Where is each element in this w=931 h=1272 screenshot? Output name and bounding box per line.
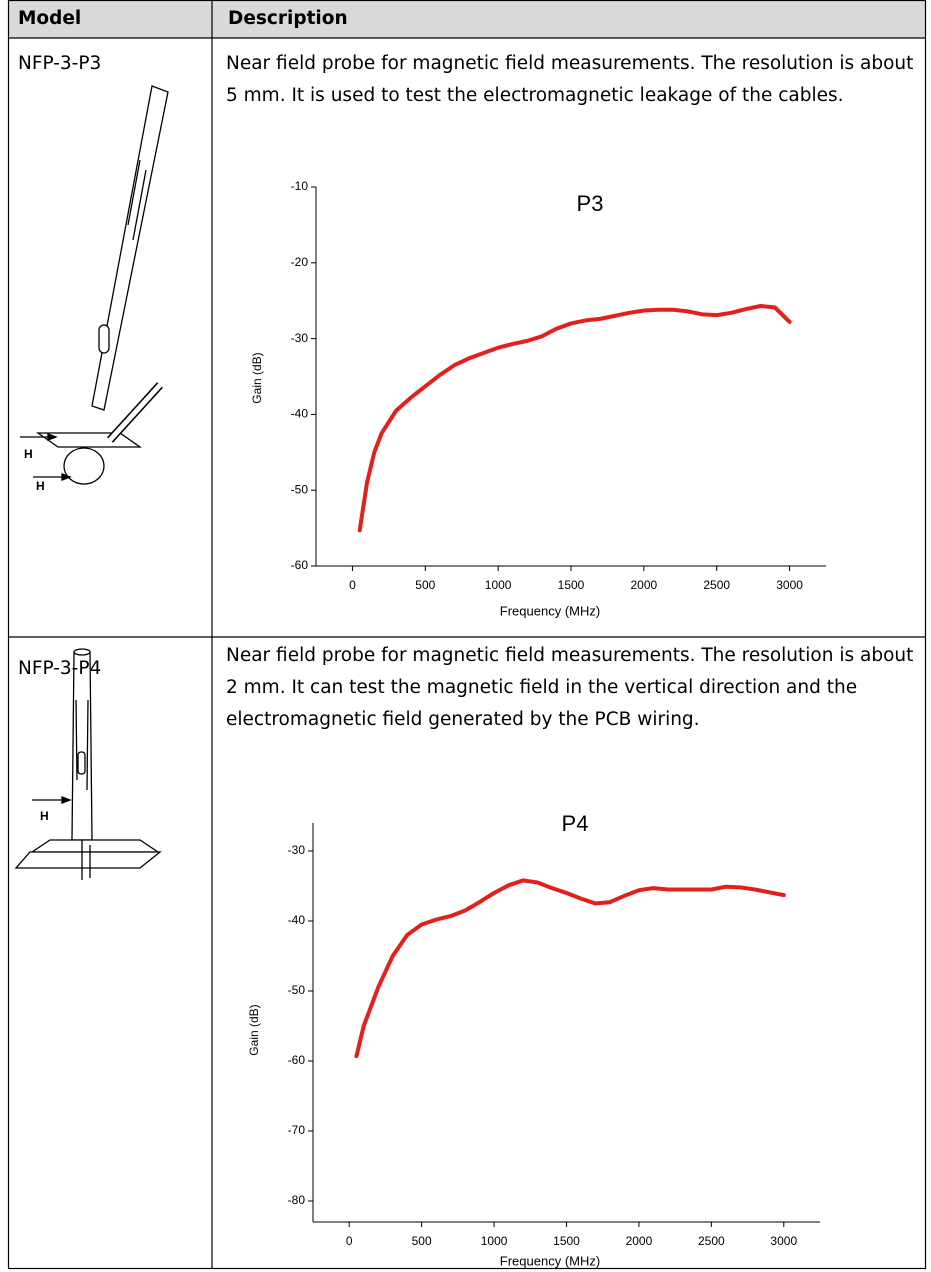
- y-axis-label: Gain (dB): [250, 352, 264, 403]
- y-tick-label: -50: [291, 482, 309, 496]
- chart-title: P4: [562, 811, 589, 836]
- x-tick-label: 500: [415, 578, 435, 592]
- x-tick-label: 3000: [776, 578, 803, 592]
- x-tick-label: 2500: [703, 578, 730, 592]
- y-tick-label: -60: [291, 558, 309, 572]
- header-background: [8, 0, 926, 38]
- header-cell: Model: [18, 8, 82, 29]
- y-axis-label: Gain (dB): [247, 1004, 261, 1055]
- probe-label: H: [24, 447, 33, 461]
- x-tick-label: 2000: [631, 578, 658, 592]
- y-tick-label: -30: [291, 331, 309, 345]
- probe-label: H: [36, 479, 45, 493]
- table-border: [7, 0, 927, 1270]
- chart-title: P3: [577, 191, 604, 216]
- x-tick-label: 1500: [558, 578, 585, 592]
- y-tick-label: -70: [288, 1123, 306, 1137]
- x-tick-label: 2500: [698, 1234, 725, 1248]
- x-tick-label: 500: [412, 1234, 432, 1248]
- y-tick-label: -80: [288, 1193, 306, 1207]
- x-tick-label: 0: [346, 1234, 353, 1248]
- y-tick-label: -30: [288, 843, 306, 857]
- x-tick-label: 1000: [485, 578, 512, 592]
- y-tick-label: -50: [288, 983, 306, 997]
- y-tick-label: -40: [291, 407, 309, 421]
- header-cell: Description: [228, 8, 348, 29]
- y-tick-label: -60: [288, 1053, 306, 1067]
- chart: -80 -70 -60 -50 -40 -30 0 500 1000 1500 2000 2500 30…: [247, 811, 820, 1268]
- y-tick-label: -20: [291, 255, 309, 269]
- probe-label: H: [40, 809, 49, 823]
- x-axis-label: Frequency (MHz): [500, 1253, 600, 1268]
- data-line: [354, 878, 786, 1059]
- model-name: NFP-3-P4: [18, 658, 102, 679]
- description: Near field probe for magnetic field meas…: [226, 645, 914, 730]
- probe-illustration: [14, 648, 162, 880]
- x-tick-label: 2000: [626, 1234, 653, 1248]
- probe-illustration: [20, 85, 169, 485]
- description: Near field probe for magnetic field meas…: [226, 53, 914, 106]
- x-tick-label: 3000: [770, 1234, 797, 1248]
- x-tick-label: 1000: [481, 1234, 508, 1248]
- data-line: [357, 304, 792, 533]
- x-axis-label: Frequency (MHz): [500, 603, 600, 618]
- y-tick-label: -10: [291, 179, 309, 193]
- y-tick-label: -40: [288, 913, 306, 927]
- model-name: NFP-3-P3: [18, 53, 102, 74]
- x-tick-label: 0: [349, 578, 356, 592]
- chart: -60 -50 -40 -30 -20 -10 0 500 1000 1500 2000 2500 30…: [250, 179, 826, 618]
- x-tick-label: 1500: [553, 1234, 580, 1248]
